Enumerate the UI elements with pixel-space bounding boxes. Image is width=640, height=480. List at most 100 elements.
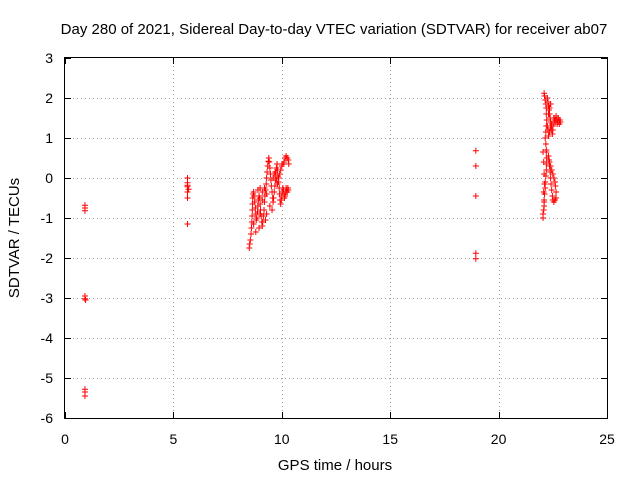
data-point [280, 159, 287, 165]
data-point [553, 195, 560, 201]
data-point [266, 203, 273, 209]
data-point [256, 225, 263, 231]
data-point [275, 175, 282, 181]
data-point [272, 169, 279, 175]
data-point [542, 135, 549, 141]
chart-title: Day 280 of 2021, Sidereal Day-to-day VTE… [61, 21, 608, 38]
data-point [266, 159, 273, 165]
data-point [550, 175, 557, 181]
data-point [257, 211, 264, 217]
data-point [545, 111, 552, 117]
x-tick-label: 5 [170, 431, 178, 447]
data-point [261, 207, 268, 213]
data-point [81, 393, 88, 399]
data-point [259, 197, 266, 203]
data-point [546, 129, 553, 135]
data-point [549, 171, 556, 177]
y-tick-label: -3 [41, 290, 54, 306]
data-point [472, 163, 479, 169]
data-point [472, 255, 479, 262]
data-point [548, 187, 555, 193]
data-point [261, 185, 268, 191]
data-point [246, 241, 253, 247]
data-point [540, 149, 547, 155]
data-point [546, 159, 553, 165]
data-point [548, 167, 555, 173]
grid-layer [65, 58, 607, 418]
y-tick-label: 1 [45, 130, 53, 146]
x-tick-label: 25 [599, 431, 615, 447]
data-point [472, 147, 479, 154]
data-point [251, 199, 258, 205]
y-axis-label: SDTVAR / TECUs [6, 178, 23, 298]
data-point [542, 141, 549, 147]
data-point [262, 217, 269, 223]
y-tick-label: -4 [41, 330, 54, 346]
data-point [81, 207, 88, 214]
data-point [81, 295, 88, 302]
y-tick-label: 2 [45, 90, 53, 106]
x-tick-label: 20 [491, 431, 507, 447]
data-point [472, 193, 479, 199]
data-point [552, 183, 559, 189]
data-point [545, 133, 552, 139]
data-point [269, 207, 276, 213]
data-point [252, 229, 259, 235]
data-point [544, 95, 551, 101]
data-point [285, 161, 292, 167]
data-point [257, 201, 264, 207]
data-point [259, 189, 266, 195]
data-point [260, 213, 267, 219]
x-tick-label: 10 [274, 431, 290, 447]
data-point [270, 195, 277, 201]
data-point [248, 225, 255, 231]
data-point [184, 195, 191, 201]
data-point [249, 207, 256, 213]
data-point [247, 237, 254, 243]
data-point [82, 297, 89, 303]
data-point [264, 169, 271, 175]
data-point [250, 221, 257, 227]
x-tick-label: 15 [382, 431, 398, 447]
data-point [540, 189, 547, 195]
data-point [274, 181, 281, 187]
data-point [540, 159, 547, 165]
data-point [184, 189, 191, 195]
data-point [541, 171, 548, 177]
x-axis-label: GPS time / hours [278, 457, 392, 474]
data-point [263, 191, 270, 197]
data-point [546, 105, 553, 111]
data-point [248, 231, 255, 237]
data-point [472, 250, 479, 257]
data-point [542, 185, 549, 191]
y-tick-label: -6 [41, 410, 54, 426]
data-point [276, 171, 283, 177]
data-point [263, 175, 270, 181]
y-tick-label: -5 [41, 370, 54, 386]
data-point [249, 213, 256, 219]
data-point [277, 201, 284, 207]
data-point [548, 121, 555, 127]
data-point [266, 165, 273, 171]
y-tick-label: -2 [41, 250, 54, 266]
data-point [544, 123, 551, 129]
data-point [543, 167, 550, 173]
data-point [185, 186, 192, 193]
data-points [81, 90, 564, 399]
data-point [547, 163, 554, 169]
x-tick-label: 0 [61, 431, 69, 447]
data-point [282, 193, 289, 199]
y-tick-label: 0 [45, 170, 53, 186]
data-point [263, 181, 270, 187]
y-tick-label: -1 [41, 210, 54, 226]
data-point [547, 125, 554, 131]
tick-layer: 0 5 10 15 20 25 -6 -5 -4 -3 -2 -1 0 1 2 3 [41, 50, 615, 447]
data-point [285, 187, 292, 193]
data-point [541, 181, 548, 187]
data-point [553, 189, 560, 195]
data-point [271, 189, 278, 195]
data-point [557, 119, 564, 125]
data-point [547, 101, 554, 107]
data-point [253, 215, 260, 221]
data-point [548, 181, 555, 187]
